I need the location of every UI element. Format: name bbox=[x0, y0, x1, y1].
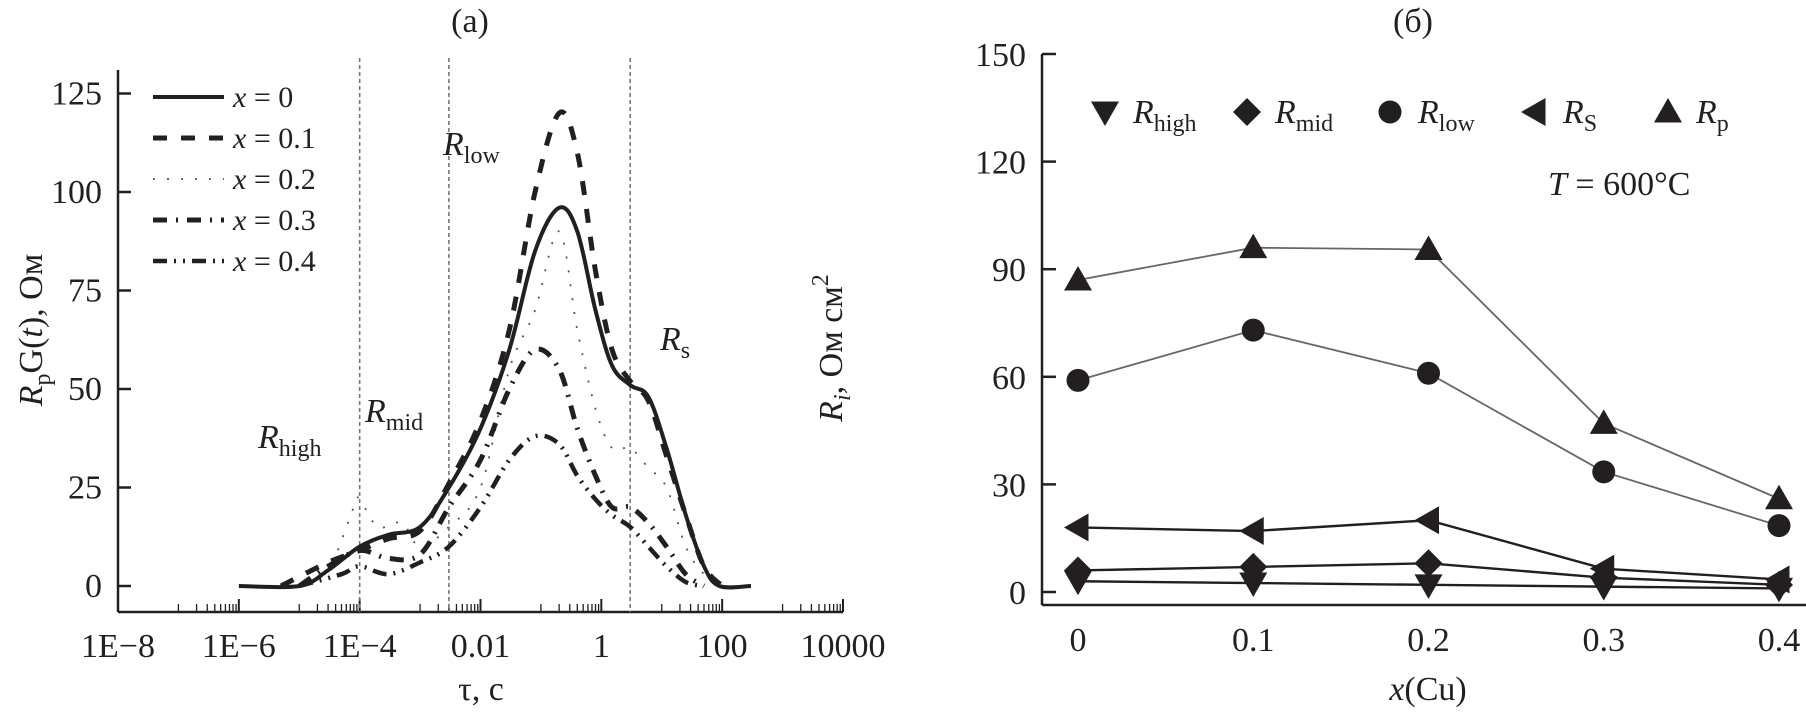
chart-b-axes: 0 30 60 90 120 150 0 0.1 0.2 0.3 0.4 bbox=[975, 37, 1806, 659]
legend-marker-triangle-left bbox=[1521, 98, 1546, 126]
annotation-r-high: Rhigh bbox=[257, 419, 321, 462]
chart-b-x-axis-title: x(Cu) bbox=[1388, 671, 1466, 708]
chart-b-x-tick-label: 0.2 bbox=[1407, 622, 1450, 659]
chart-a-series-line-x0-1 bbox=[279, 109, 725, 589]
chart-a-y-tick-label: 25 bbox=[68, 470, 102, 507]
chart-b-point-r-p bbox=[1239, 233, 1268, 259]
chart-b-point-r-s bbox=[1239, 517, 1264, 546]
legend-marker-triangle-up bbox=[1654, 98, 1682, 123]
chart-b-title: (б) bbox=[1393, 3, 1433, 40]
annotation-r-low: Rlow bbox=[442, 126, 500, 169]
chart-b-point-r-high bbox=[1239, 572, 1268, 598]
chart-a-x-tick-label: 1E−8 bbox=[81, 628, 155, 665]
chart-b-legend: Rhigh Rmid Rlow RS Rp bbox=[1091, 94, 1729, 137]
chart-b-y-tick-label: 60 bbox=[992, 360, 1026, 397]
chart-b-x-tick-label: 0.3 bbox=[1583, 622, 1626, 659]
chart-b-y-tick-label: 120 bbox=[975, 145, 1026, 182]
legend-label-r-low: Rlow bbox=[1417, 94, 1475, 137]
chart-b-point-r-mid bbox=[1414, 549, 1443, 578]
chart-b-temperature-annotation: T = 600°C bbox=[1548, 166, 1690, 203]
chart-a-y-axis-title: RpG(t), Ом bbox=[13, 254, 56, 408]
chart-a-title: (a) bbox=[451, 3, 489, 40]
chart-b-point-r-low bbox=[1767, 514, 1791, 538]
chart-b-point-r-mid bbox=[1064, 556, 1092, 585]
chart-b-point-r-s bbox=[1589, 554, 1615, 583]
chart-a-legend: x = 0 x = 0.1 x = 0.2 x = 0.3 x = 0.4 bbox=[153, 81, 316, 278]
chart-b-point-r-mid bbox=[1239, 552, 1268, 581]
chart-a-vertical-guides bbox=[358, 58, 631, 612]
legend-label-r-high: Rhigh bbox=[1132, 94, 1196, 137]
chart-a-series-line-x0-3 bbox=[297, 346, 706, 589]
chart-a-y-tick-label: 50 bbox=[68, 371, 102, 408]
chart-b-y-tick-label: 150 bbox=[975, 37, 1026, 74]
legend-label: x = 0 bbox=[232, 81, 293, 114]
chart-b-point-r-p bbox=[1589, 409, 1618, 434]
legend-label: x = 0.4 bbox=[232, 245, 316, 278]
chart-b-point-r-low bbox=[1417, 361, 1440, 385]
legend-label: x = 0.3 bbox=[232, 204, 316, 237]
chart-b: (б) 0 30 60 90 120 150 0 0.1 0.2 0.3 0.4 Rhigh Rmid… bbox=[808, 3, 1806, 708]
legend-label: x = 0.2 bbox=[232, 163, 316, 196]
legend-label-r-mid: Rmid bbox=[1274, 94, 1333, 137]
chart-a-y-tick-label: 100 bbox=[51, 174, 102, 211]
chart-a-x-tick-label: 1E−4 bbox=[323, 628, 397, 665]
legend-label: x = 0.1 bbox=[232, 122, 316, 155]
legend-label-r-s: RS bbox=[1562, 94, 1597, 137]
chart-b-point-r-high bbox=[1414, 574, 1443, 599]
chart-a-series-line-x0-2 bbox=[298, 230, 723, 587]
chart-a-x-tick-label: 1E−6 bbox=[202, 628, 276, 665]
chart-b-x-tick-label: 0.1 bbox=[1232, 622, 1275, 659]
chart-b-point-r-s bbox=[1064, 513, 1089, 542]
chart-a-x-tick-label: 1 bbox=[593, 628, 610, 665]
chart-b-line-r-low bbox=[1077, 329, 1780, 527]
chart-a-y-tick-label: 75 bbox=[68, 273, 102, 310]
annotation-r-mid: Rmid bbox=[364, 393, 423, 436]
chart-a-y-tick-label: 125 bbox=[51, 76, 102, 113]
chart-b-point-r-p bbox=[1765, 484, 1793, 510]
legend-label-r-p: Rp bbox=[1695, 94, 1729, 137]
chart-a-x-tick-label: 100 bbox=[697, 628, 748, 665]
chart-a-series-line-x0 bbox=[238, 205, 752, 590]
chart-b-point-r-p bbox=[1064, 265, 1092, 291]
chart-b-point-r-p bbox=[1414, 235, 1443, 260]
chart-b-point-r-s bbox=[1765, 565, 1790, 594]
chart-a-x-tick-label: 0.01 bbox=[451, 628, 511, 665]
chart-b-point-r-low bbox=[1592, 460, 1616, 484]
chart-a-series-line-x0-4 bbox=[298, 433, 705, 589]
chart-b-x-tick-label: 0 bbox=[1070, 622, 1087, 659]
chart-a-y-tick-label: 0 bbox=[85, 568, 102, 605]
chart-b-series bbox=[1064, 233, 1793, 603]
legend-marker-triangle-down bbox=[1091, 101, 1119, 126]
legend-marker-circle bbox=[1378, 100, 1402, 124]
chart-b-y-tick-label: 0 bbox=[1009, 575, 1026, 612]
legend-marker-diamond bbox=[1233, 98, 1261, 126]
chart-b-y-tick-label: 30 bbox=[992, 467, 1026, 504]
annotation-r-s: Rs bbox=[659, 321, 690, 364]
chart-b-point-r-s bbox=[1414, 506, 1439, 535]
chart-b-y-tick-label: 90 bbox=[992, 252, 1026, 289]
chart-a-x-tick-label: 10000 bbox=[801, 628, 886, 665]
chart-a-series bbox=[238, 109, 752, 590]
chart-b-point-r-low bbox=[1241, 318, 1265, 342]
chart-a-axes: 0 25 50 75 100 125 1E−8 1E−6 1E−4 0.01 1 100 10000 bbox=[51, 70, 886, 665]
chart-a-annotations: Rhigh Rmid Rlow Rs bbox=[257, 126, 690, 462]
chart-b-point-r-low bbox=[1066, 368, 1090, 392]
chart-a: (a) 0 25 50 75 100 125 1E−8 1E−6 1E−4 0.01 1 100 100… bbox=[13, 3, 886, 708]
chart-b-x-tick-label: 0.4 bbox=[1758, 622, 1801, 659]
chart-a-x-axis-title: τ, с bbox=[458, 671, 504, 708]
chart-b-y-axis-title: Ri, Ом см2 bbox=[808, 274, 856, 423]
